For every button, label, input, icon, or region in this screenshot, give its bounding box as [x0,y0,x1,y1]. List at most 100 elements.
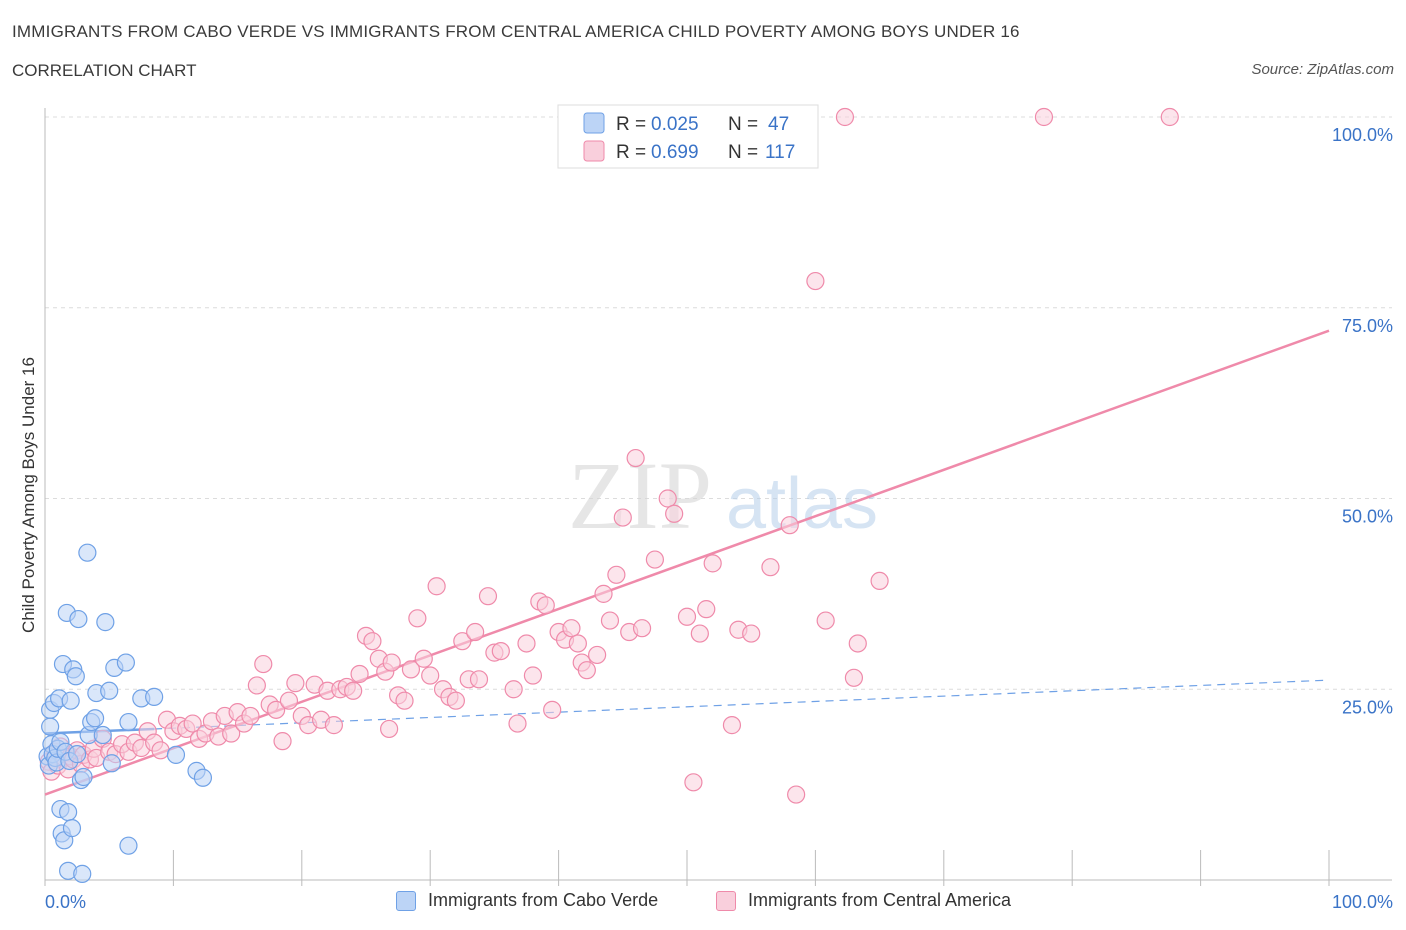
point-central-america [703,554,722,573]
point-cabo-verde [96,613,115,632]
point-central-america [324,716,343,735]
data-points [38,107,1179,883]
point-cabo-verde [116,653,135,672]
legend-label-cabo-verde: Immigrants from Cabo Verde [428,890,659,910]
point-cabo-verde [100,681,119,700]
point-central-america [844,668,864,687]
point-central-america [607,565,626,584]
point-central-america [247,676,266,695]
point-central-america [363,632,382,651]
point-central-america [427,577,446,596]
point-cabo-verde [85,709,105,728]
point-central-america [466,622,485,642]
point-cabo-verde [119,712,138,732]
stats-r-value: 0.025 [651,114,699,135]
point-central-america [600,611,620,630]
point-cabo-verde [73,864,92,883]
point-central-america [722,716,742,735]
point-central-america [536,596,555,615]
point-central-america [350,664,369,684]
point-central-america [543,700,562,719]
point-central-america [848,634,867,653]
axes [44,108,1392,886]
point-central-america [421,666,440,685]
point-central-america [742,624,761,643]
grid-lines [45,116,1392,690]
point-central-america [761,558,780,577]
point-cabo-verde [61,691,80,710]
y-tick-label: 25.0% [1342,697,1393,717]
point-central-america [780,516,799,535]
point-central-america [697,600,716,619]
point-central-america [408,609,427,628]
legend-item-central-america: Immigrants from Central America [716,890,1011,911]
point-cabo-verde [145,687,164,706]
stats-n-value: 47 [768,114,789,135]
point-central-america [241,706,260,726]
y-tick-label: 100.0% [1332,125,1393,145]
point-central-america [267,700,286,719]
point-central-america [588,645,607,665]
point-cabo-verde [59,802,78,822]
point-central-america [222,724,241,743]
point-central-america [382,653,401,672]
chart-title: IMMIGRANTS FROM CABO VERDE VS IMMIGRANTS… [12,22,1020,41]
point-cabo-verde [166,745,186,764]
point-central-america [870,571,889,591]
point-central-america [504,680,523,699]
stats-swatch-central-america [583,140,605,162]
stats-legend: R = 0.025 N = 47 R = 0.699 N = 117 [557,104,819,169]
point-central-america [1160,107,1179,127]
point-central-america [645,550,665,569]
point-central-america [469,670,489,689]
point-central-america [517,634,536,653]
point-central-america [453,632,472,651]
point-central-america [254,654,273,674]
point-central-america [183,714,202,733]
point-cabo-verde [119,836,138,855]
point-central-america [690,624,709,643]
stats-n-value: 117 [765,142,795,163]
point-central-america [478,587,498,606]
point-central-america [380,719,399,739]
point-central-america [835,107,855,127]
point-central-america [491,641,510,661]
point-cabo-verde [93,725,112,745]
point-central-america [677,607,697,626]
point-central-america [613,508,632,527]
chart-subtitle: CORRELATION CHART [12,61,197,80]
legend-label-central-america: Immigrants from Central America [748,890,1012,910]
point-cabo-verde [69,609,88,629]
point-central-america [1034,107,1054,127]
point-cabo-verde [62,819,82,838]
point-central-america [568,634,587,653]
point-central-america [665,504,684,523]
point-central-america [273,732,292,751]
y-axis-label: Child Poverty Among Boys Under 16 [19,357,38,633]
point-central-america [577,661,596,680]
legend-item-cabo-verde: Immigrants from Cabo Verde [396,890,658,911]
point-central-america [401,660,421,679]
point-central-america [279,691,299,710]
stats-r-label: R = [616,142,646,163]
point-cabo-verde [41,717,60,736]
point-central-america [446,691,465,710]
point-cabo-verde [74,767,93,787]
stats-r-value: 0.699 [651,142,699,163]
stats-r-label: R = [616,114,646,135]
y-tick-label: 75.0% [1342,316,1393,336]
legend-swatch-cabo-verde [396,890,416,911]
point-central-america [632,619,652,638]
point-central-america [816,611,835,630]
point-central-america [395,691,414,710]
legend-swatch-central-america [716,890,736,911]
y-tick-label: 50.0% [1342,507,1393,527]
point-central-america [626,448,645,468]
point-central-america [508,714,527,733]
point-central-america [594,584,613,603]
point-central-america [414,649,433,668]
x-tick-label: 100.0% [1332,892,1393,912]
watermark-atlas: atlas [726,464,878,544]
stats-n-label: N = [728,142,758,163]
